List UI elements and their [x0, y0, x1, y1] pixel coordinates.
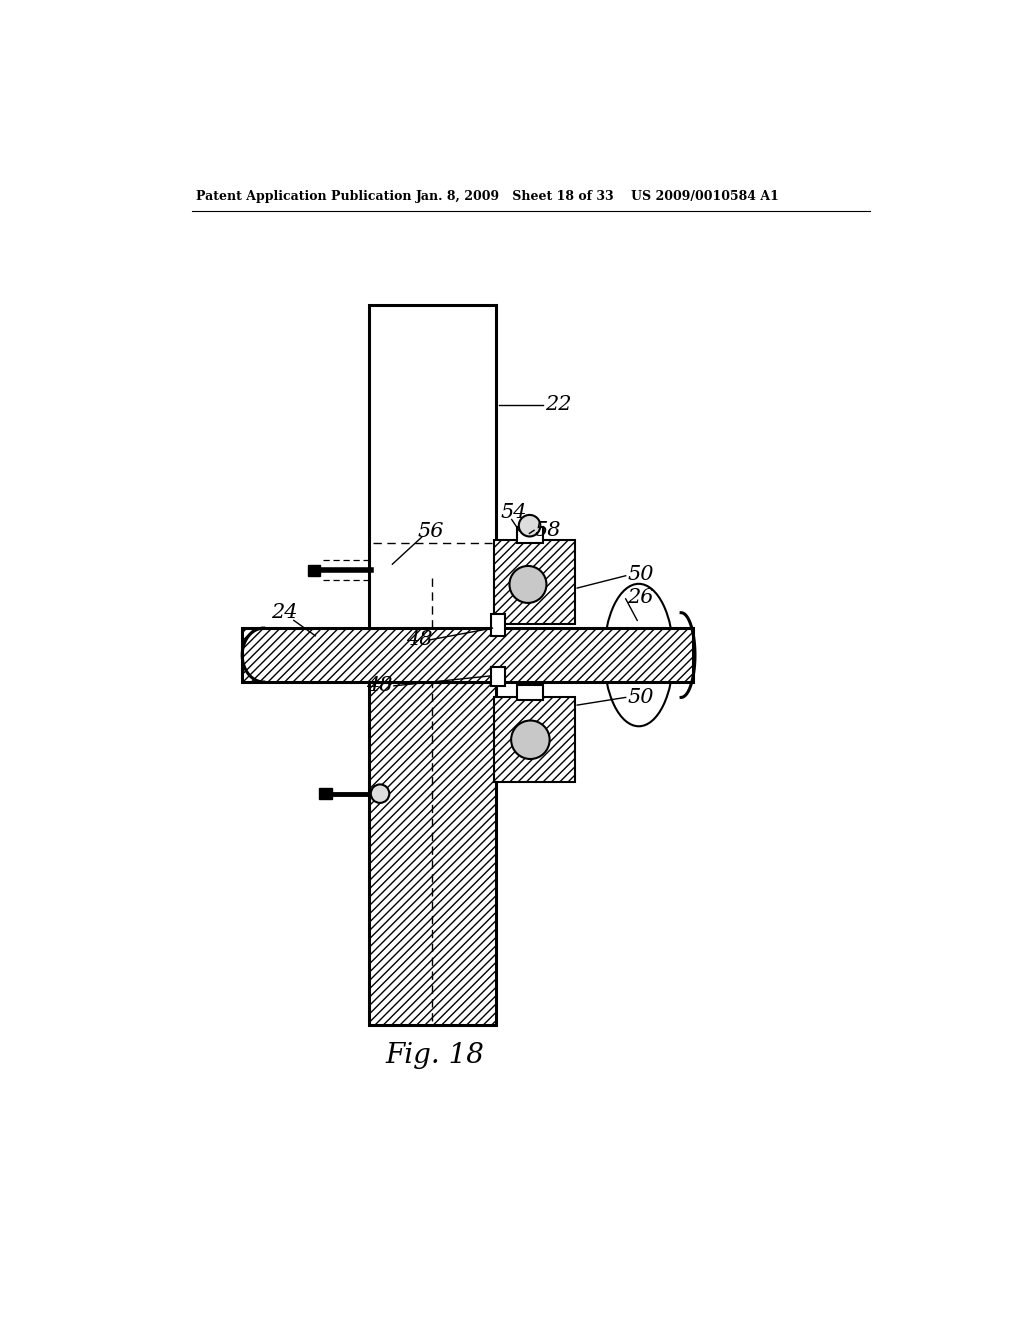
Text: 48: 48 [407, 630, 432, 649]
Circle shape [510, 566, 547, 603]
Bar [517, 685, 543, 701]
Text: 50: 50 [628, 688, 653, 708]
Text: 50: 50 [628, 565, 653, 583]
Text: US 2009/0010584 A1: US 2009/0010584 A1 [631, 190, 779, 203]
Circle shape [511, 721, 550, 759]
Bar [370, 682, 497, 1024]
Bar [494, 697, 574, 781]
Circle shape [519, 515, 541, 536]
Bar [517, 527, 543, 543]
Text: 48: 48 [366, 676, 392, 696]
Bar [494, 540, 574, 624]
Bar [494, 697, 574, 781]
Text: 22: 22 [545, 395, 571, 414]
Text: Fig. 18: Fig. 18 [385, 1041, 484, 1069]
Text: Jan. 8, 2009   Sheet 18 of 33: Jan. 8, 2009 Sheet 18 of 33 [416, 190, 614, 203]
Bar [494, 540, 574, 624]
Bar [319, 788, 332, 799]
Text: 24: 24 [271, 603, 298, 622]
Bar [490, 614, 505, 636]
Text: 58: 58 [535, 521, 561, 540]
Bar [307, 565, 319, 576]
Text: 26: 26 [628, 587, 653, 607]
Bar [490, 667, 505, 686]
Bar [370, 682, 497, 1024]
Bar [370, 305, 497, 636]
Bar [243, 628, 692, 682]
Text: 56: 56 [418, 523, 444, 541]
Text: Patent Application Publication: Patent Application Publication [196, 190, 412, 203]
Circle shape [371, 784, 389, 803]
Text: 54: 54 [501, 503, 527, 523]
Bar [243, 628, 692, 682]
